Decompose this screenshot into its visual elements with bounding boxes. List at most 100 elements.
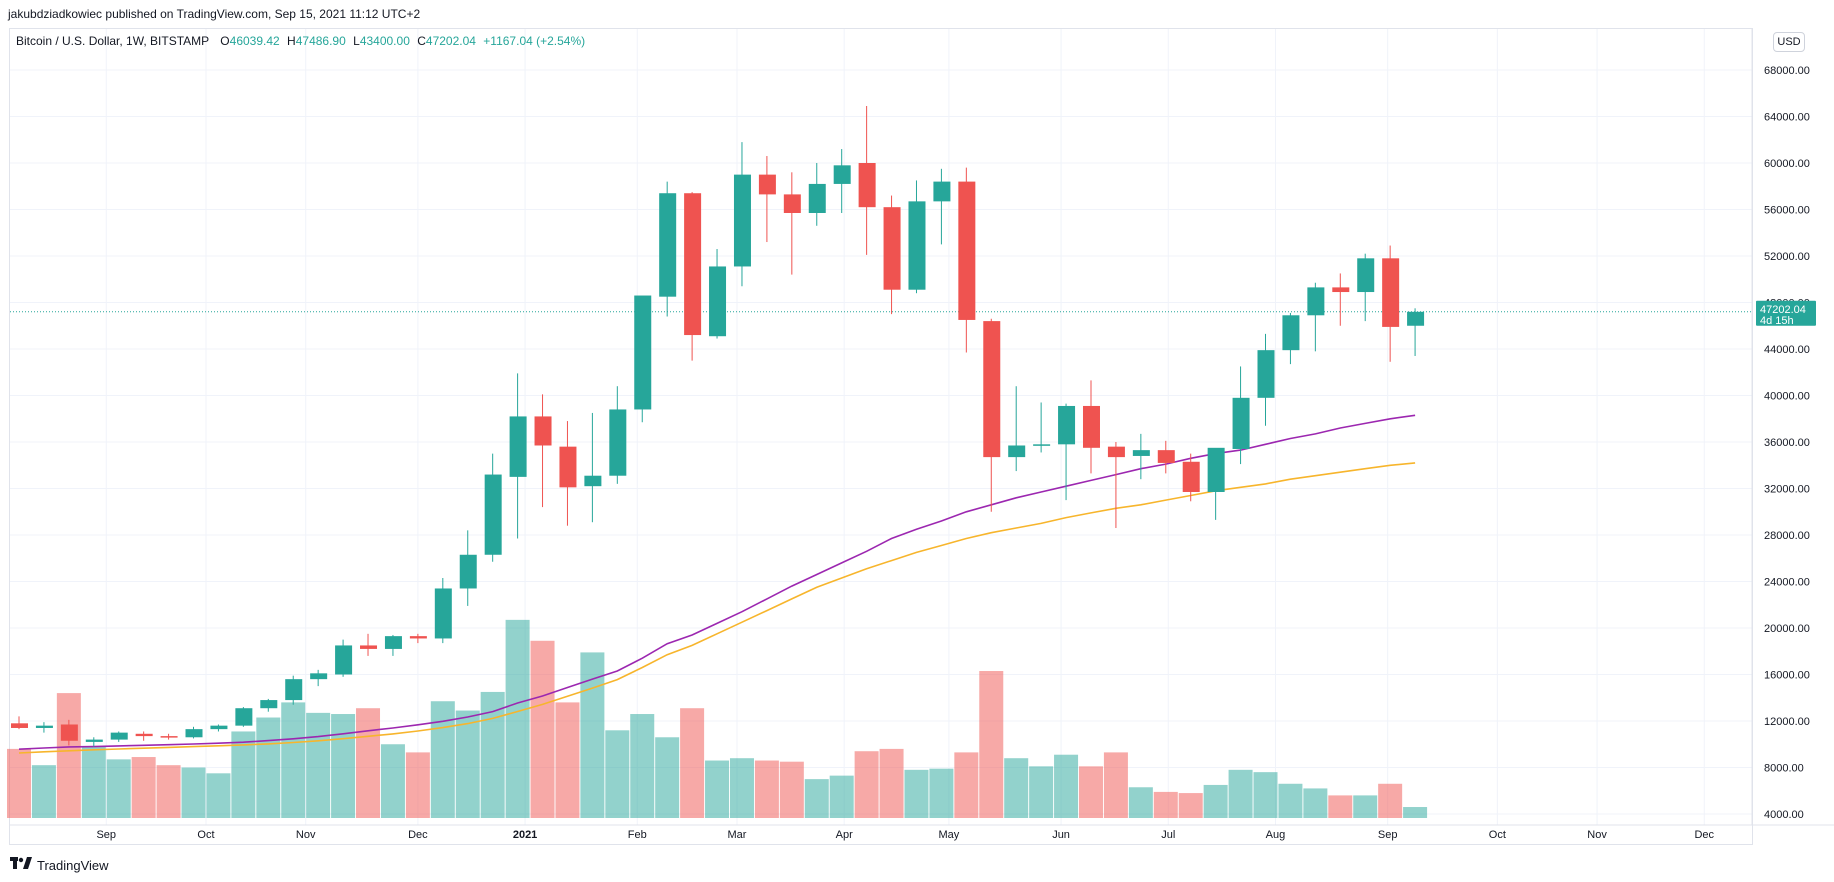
candle-body: [1207, 447, 1225, 492]
candle-body: [1357, 258, 1375, 293]
volume-bar: [680, 708, 705, 818]
volume-bar: [1203, 784, 1228, 818]
tradingview-logo-icon[interactable]: [10, 857, 32, 873]
candle-body: [1082, 405, 1100, 448]
volume-bar: [705, 760, 730, 818]
volume-bar: [455, 710, 480, 818]
footer-brand-text[interactable]: TradingView: [37, 857, 109, 873]
candle-body: [310, 673, 328, 680]
legend-change: +1167.04 (+2.54%): [483, 34, 586, 48]
y-tick-label: 60000.00: [1764, 158, 1810, 170]
legend-symbol[interactable]: Bitcoin / U.S. Dollar, 1W, BITSTAMP: [16, 34, 209, 48]
y-tick-label: 12000.00: [1764, 716, 1810, 728]
candle-body: [260, 700, 278, 709]
x-tick-label: Sep: [96, 829, 116, 841]
candle-body: [1058, 405, 1076, 445]
volume-bar: [979, 671, 1004, 818]
candle-body: [285, 679, 303, 701]
candle-body: [783, 194, 801, 213]
candle-body: [733, 174, 751, 267]
volume-bar: [306, 712, 331, 818]
footer: TradingView: [10, 857, 109, 873]
candle-body: [1257, 350, 1275, 398]
y-tick-label: 56000.00: [1764, 205, 1810, 217]
volume-bar: [106, 759, 131, 818]
y-tick-label: 52000.00: [1764, 251, 1810, 263]
publish-attribution: jakubdziadkowiec published on TradingVie…: [8, 7, 421, 21]
candle-body: [1282, 315, 1300, 351]
candle-body: [659, 193, 677, 297]
y-tick-label: 24000.00: [1764, 577, 1810, 589]
y-tick-label: 68000.00: [1764, 65, 1810, 77]
volume-bar: [829, 775, 854, 818]
volume-bar: [754, 760, 779, 818]
x-tick-label: Mar: [728, 829, 747, 841]
legend-close-value: 47202.04: [425, 34, 476, 48]
volume-bar: [1153, 791, 1178, 818]
x-tick-label: Nov: [1587, 829, 1607, 841]
volume-bar: [555, 702, 580, 818]
volume-bar: [1078, 766, 1103, 818]
candle-body: [1382, 258, 1400, 327]
volume-bar: [256, 717, 281, 818]
legend-high-label: H: [287, 34, 296, 48]
legend-low-value: 43400.00: [359, 34, 410, 48]
x-tick-label: 2021: [513, 829, 537, 841]
candle-body: [584, 475, 602, 487]
candle-body: [11, 723, 28, 728]
x-tick-label: Apr: [836, 829, 853, 841]
volume-bar: [1054, 754, 1079, 818]
legend-low-label: L: [353, 34, 360, 48]
candle-body: [1008, 445, 1026, 458]
volume-bar: [156, 765, 181, 818]
candle-body: [1107, 446, 1125, 458]
volume-bar: [281, 702, 306, 818]
y-tick-label: 28000.00: [1764, 530, 1810, 542]
candle-body: [60, 724, 78, 741]
candle-body: [459, 554, 477, 589]
volume-bar: [779, 761, 804, 818]
candle-body: [509, 416, 527, 477]
volume-bar: [1103, 752, 1128, 818]
volume-bar: [1403, 807, 1428, 818]
volume-bar: [505, 619, 530, 818]
y-tick-label: 36000.00: [1764, 437, 1810, 449]
candle-body: [983, 321, 1001, 458]
volume-bar: [430, 701, 455, 818]
legend-close-label: C: [417, 34, 426, 48]
volume-bar: [1353, 795, 1378, 818]
volume-bar: [580, 652, 605, 818]
volume-bar: [904, 769, 929, 818]
volume-bar: [81, 746, 106, 818]
volume-bar: [181, 767, 206, 818]
x-tick-label: Dec: [1694, 829, 1714, 841]
candle-body: [634, 295, 652, 410]
candle-body: [1307, 287, 1325, 316]
volume-bar: [405, 752, 430, 818]
candle-body: [1182, 461, 1200, 492]
last-price-label-box: [1756, 300, 1816, 326]
volume-bar: [954, 752, 979, 818]
candle-body: [1232, 397, 1250, 449]
candle-body: [409, 636, 427, 639]
last-price-value: 47202.04: [1760, 304, 1806, 316]
y-tick-label: 44000.00: [1764, 344, 1810, 356]
legend-high-value: 47486.90: [295, 34, 346, 48]
volume-bar: [1328, 795, 1353, 818]
candle-body: [883, 207, 901, 290]
volume-bar: [804, 779, 829, 818]
candle-body: [35, 725, 53, 728]
currency-button[interactable]: USD: [1773, 32, 1805, 52]
volume-bar: [854, 751, 879, 818]
volume-bar: [530, 640, 555, 818]
candle-body: [110, 732, 128, 740]
volume-bar: [605, 730, 630, 818]
volume-bar: [131, 757, 156, 818]
volume-bar: [56, 693, 81, 818]
candle-body: [1332, 287, 1350, 293]
y-tick-label: 32000.00: [1764, 484, 1810, 496]
candle-body: [1132, 450, 1150, 456]
candle-body: [1407, 311, 1425, 326]
candle-body: [210, 725, 228, 730]
